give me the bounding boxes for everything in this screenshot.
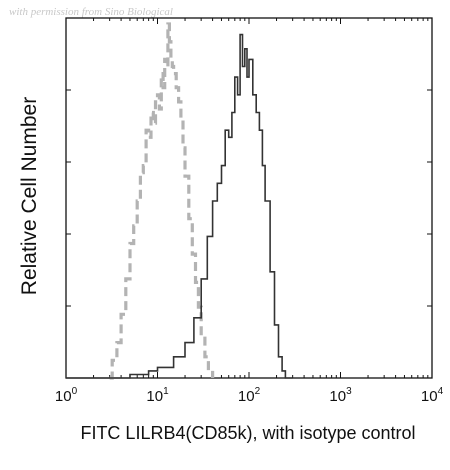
isotype-control-histogram (109, 22, 215, 380)
x-tick-label: 102 (238, 386, 261, 405)
stained-histogram (66, 33, 293, 379)
x-tick-label: 104 (421, 386, 444, 405)
watermark-text: with permission from Sino Biological (9, 6, 173, 18)
x-tick-label: 101 (146, 386, 169, 405)
y-axis-label: Relative Cell Number (18, 96, 41, 296)
x-tick-label: 103 (329, 386, 352, 405)
x-tick-label: 100 (55, 386, 78, 405)
x-axis-label: FITC LILRB4(CD85k), with isotype control (80, 423, 416, 443)
